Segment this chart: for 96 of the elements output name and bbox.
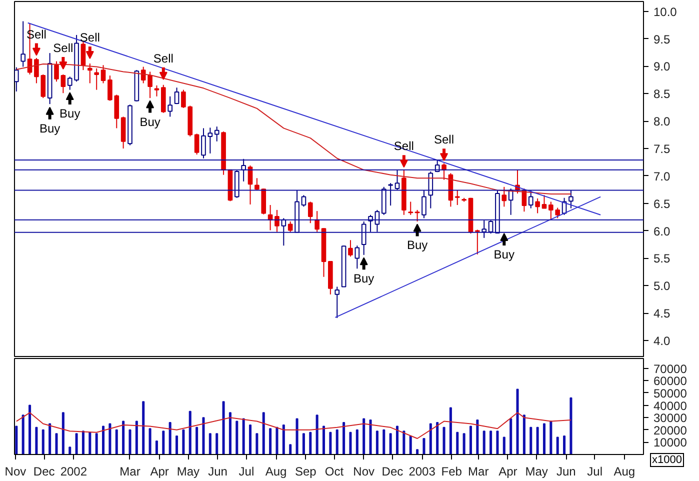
x-tick-label: Feb [441,464,462,478]
candlestick [394,169,400,191]
y-tick-label: 9.0 [654,60,671,74]
candlestick [314,210,320,232]
candlestick [60,74,66,94]
y-tick-label: 7.5 [654,142,671,156]
candlestick [428,171,434,209]
candlestick [254,178,260,191]
candlestick [201,128,206,159]
candlestick [354,245,360,270]
candlestick [174,87,180,105]
candlestick [274,209,280,232]
candlestick [454,190,460,206]
candlestick [408,201,414,216]
candlestick [542,194,547,209]
candlestick [208,127,213,154]
x-tick-label: Oct [324,464,344,478]
candlestick [422,190,426,219]
x-tick-label: Nov [4,464,26,478]
annotation: Buy [406,238,428,252]
y-tick-label: 50000 [654,386,688,400]
x-tick-label: Dec [33,464,55,478]
x-tick-label: Aug [614,464,636,478]
candlestick [20,20,26,68]
candlestick [301,194,306,208]
candlestick [94,68,99,90]
x-tick-label: Mar [468,464,489,478]
x-tick-label: May [525,464,548,478]
x-tick-label: Aug [265,464,287,478]
x-tick-label: 2002 [60,464,88,478]
y-tick-label: 8.0 [654,114,671,129]
x-tick-label: Jul [587,464,602,478]
candlestick [54,60,59,82]
candlestick [14,66,19,92]
x-tick-label: Mar [120,464,140,478]
y-tick-label: 20000 [654,423,688,438]
annotation: Buy [354,272,374,286]
candlestick [535,198,540,214]
candlestick [288,220,293,232]
annotation: Buy [60,106,80,121]
y-tick-label: 7.0 [654,169,671,184]
y-tick-label: 60000 [654,374,688,388]
candlestick [568,190,574,209]
candlestick [181,89,186,108]
annotation: Sell [434,132,454,147]
candlestick [334,286,340,319]
y-tick-label: 9.5 [654,32,671,46]
y-tick-label: 70000 [654,362,688,376]
x-tick-label: 2003 [408,464,436,478]
y-tick-label: 10.0 [654,4,678,19]
candlestick [348,240,353,258]
x-tick-label: Sep [294,464,317,478]
annotation: Buy [140,114,160,129]
y-tick-label: 4.5 [654,306,671,321]
x-tick-label: Apr [498,464,518,478]
y-tick-label: 4.0 [654,334,671,348]
candlestick [528,190,534,209]
candlestick [308,201,313,224]
x-tick-label: Apr [150,464,169,478]
candlestick [414,209,420,222]
y-tick-label: 8.5 [654,87,671,102]
x-tick-label: Jul [238,464,254,478]
line-series [16,412,572,439]
annotation: Sell [153,51,174,66]
candlestick [488,220,494,234]
candlestick [120,116,126,150]
candlestick [214,126,220,142]
candlestick [168,96,172,118]
y-tick-label: 40000 [654,398,688,413]
candlestick [555,207,560,219]
x-tick-label: Dec [382,464,404,478]
annotation: Buy [39,121,60,136]
annotation: Buy [494,248,514,262]
y-tick-label: 6.5 [654,196,671,211]
candlestick [194,133,200,156]
candlestick [87,62,92,84]
y-tick-label: 30000 [654,411,688,426]
x-tick-label: May [176,464,200,478]
candlestick [361,220,366,256]
annotation: Sell [80,30,100,45]
y-tick-label: 5.0 [654,279,671,294]
y-tick-label: 5.5 [654,252,671,266]
candlestick [475,229,480,255]
x-tick-label: Nov [353,464,375,478]
text: x1000 [652,454,682,466]
annotation: Sell [53,40,74,55]
y-tick-label: 10000 [654,436,688,450]
candlestick [502,186,507,208]
candlestick [100,64,106,84]
x-tick-label: Jun [208,464,228,478]
candlestick [154,84,160,97]
x-tick-label: Jun [556,464,576,478]
candlestick [548,201,554,220]
y-tick-label: 6.0 [654,224,671,238]
candlestick [388,182,393,206]
candlestick [482,220,487,238]
